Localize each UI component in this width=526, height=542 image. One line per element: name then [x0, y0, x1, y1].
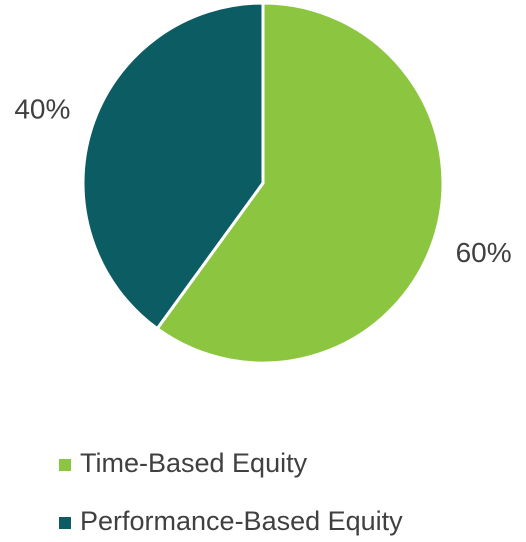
legend-swatch	[59, 459, 71, 471]
pie-slice	[155, 1, 445, 365]
legend-label: Time-Based Equity	[80, 448, 308, 478]
data-label: 60%	[456, 237, 512, 268]
pie-slice	[81, 1, 265, 331]
legend-label: Performance-Based Equity	[80, 506, 403, 536]
legend-swatch	[59, 517, 71, 529]
data-label: 40%	[14, 94, 70, 125]
